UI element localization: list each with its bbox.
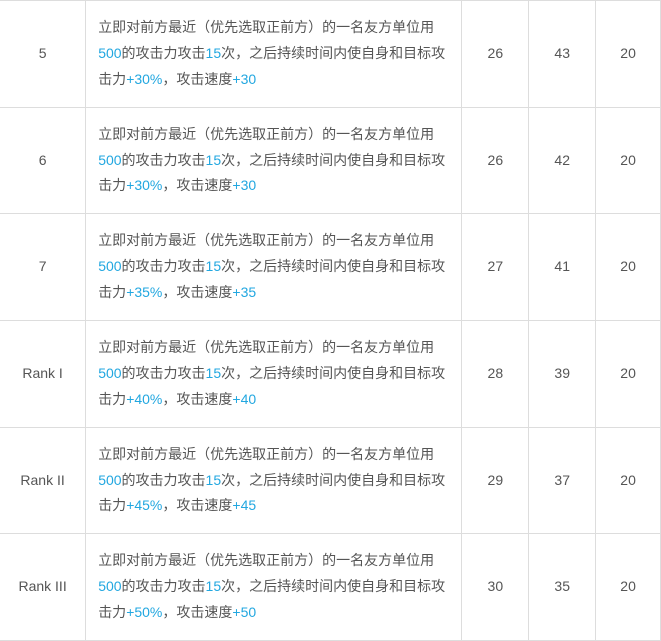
desc-mid3: ，攻击速度 bbox=[162, 604, 232, 620]
desc-mid1: 的攻击力攻击 bbox=[122, 258, 206, 274]
desc-mid1: 的攻击力攻击 bbox=[122, 45, 206, 61]
desc-mid1: 的攻击力攻击 bbox=[122, 365, 206, 381]
table-body: 5立即对前方最近（优先选取正前方）的一名友方单位用500的攻击力攻击15次，之后… bbox=[0, 1, 661, 641]
desc-mid3: ，攻击速度 bbox=[162, 177, 232, 193]
value-cell-2: 43 bbox=[529, 1, 596, 108]
desc-mid1: 的攻击力攻击 bbox=[122, 152, 206, 168]
value-cell-1: 26 bbox=[462, 1, 529, 108]
desc-mid3: ，攻击速度 bbox=[162, 284, 232, 300]
description-cell: 立即对前方最近（优先选取正前方）的一名友方单位用500的攻击力攻击15次，之后持… bbox=[86, 427, 462, 534]
desc-buff-atk: +50% bbox=[126, 604, 162, 620]
desc-buff-atk: +30% bbox=[126, 71, 162, 87]
description-cell: 立即对前方最近（优先选取正前方）的一名友方单位用500的攻击力攻击15次，之后持… bbox=[86, 107, 462, 214]
value-cell-1: 26 bbox=[462, 107, 529, 214]
desc-buff-spd: +45 bbox=[232, 497, 256, 513]
description-cell: 立即对前方最近（优先选取正前方）的一名友方单位用500的攻击力攻击15次，之后持… bbox=[86, 214, 462, 321]
value-cell-3: 20 bbox=[596, 107, 661, 214]
value-cell-3: 20 bbox=[596, 427, 661, 534]
desc-atk-pct: 500 bbox=[98, 365, 121, 381]
desc-prefix: 立即对前方最近（优先选取正前方）的一名友方单位用 bbox=[98, 446, 434, 462]
desc-buff-atk: +30% bbox=[126, 177, 162, 193]
desc-hits: 15 bbox=[206, 365, 222, 381]
desc-atk-pct: 500 bbox=[98, 472, 121, 488]
level-cell: Rank I bbox=[0, 321, 86, 428]
desc-hits: 15 bbox=[206, 258, 222, 274]
value-cell-2: 42 bbox=[529, 107, 596, 214]
table-row: Rank I 立即对前方最近（优先选取正前方）的一名友方单位用 500的攻击力攻击1… bbox=[0, 321, 661, 428]
desc-prefix: 立即对前方最近（优先选取正前方）的一名友方单位用 bbox=[98, 339, 434, 355]
description-cell: 立即对前方最近（优先选取正前方）的一名友方单位用500的攻击力攻击15次，之后持… bbox=[86, 534, 462, 641]
desc-buff-spd: +30 bbox=[232, 71, 256, 87]
desc-atk-pct: 500 bbox=[98, 45, 121, 61]
desc-buff-spd: +40 bbox=[232, 391, 256, 407]
table-row: 7立即对前方最近（优先选取正前方）的一名友方单位用500的攻击力攻击15次，之后… bbox=[0, 214, 661, 321]
desc-buff-atk: +40% bbox=[126, 391, 162, 407]
skill-level-table: 5立即对前方最近（优先选取正前方）的一名友方单位用500的攻击力攻击15次，之后… bbox=[0, 0, 661, 641]
value-cell-3: 20 bbox=[596, 1, 661, 108]
value-cell-2: 41 bbox=[529, 214, 596, 321]
desc-mid1: 的攻击力攻击 bbox=[122, 578, 206, 594]
value-cell-2: 37 bbox=[529, 427, 596, 534]
value-cell-3: 20 bbox=[596, 321, 661, 428]
desc-atk-pct: 500 bbox=[98, 152, 121, 168]
description-cell: 立即对前方最近（优先选取正前方）的一名友方单位用500的攻击力攻击15次，之后持… bbox=[86, 321, 462, 428]
desc-hits: 15 bbox=[206, 152, 222, 168]
desc-mid1: 的攻击力攻击 bbox=[122, 472, 206, 488]
desc-mid3: ，攻击速度 bbox=[162, 71, 232, 87]
desc-buff-spd: +50 bbox=[232, 604, 256, 620]
desc-prefix: 立即对前方最近（优先选取正前方）的一名友方单位用 bbox=[98, 232, 434, 248]
desc-hits: 15 bbox=[206, 472, 222, 488]
desc-buff-spd: +30 bbox=[232, 177, 256, 193]
value-cell-1: 27 bbox=[462, 214, 529, 321]
value-cell-2: 39 bbox=[529, 321, 596, 428]
level-cell: Rank II bbox=[0, 427, 86, 534]
desc-buff-atk: +35% bbox=[126, 284, 162, 300]
desc-atk-pct: 500 bbox=[98, 258, 121, 274]
table-row: Rank II 立即对前方最近（优先选取正前方）的一名友方单位用 500的攻击力攻击… bbox=[0, 427, 661, 534]
desc-hits: 15 bbox=[206, 578, 222, 594]
level-cell: 6 bbox=[0, 107, 86, 214]
description-cell: 立即对前方最近（优先选取正前方）的一名友方单位用500的攻击力攻击15次，之后持… bbox=[86, 1, 462, 108]
level-cell: 5 bbox=[0, 1, 86, 108]
level-cell: 7 bbox=[0, 214, 86, 321]
desc-mid3: ，攻击速度 bbox=[162, 497, 232, 513]
table-row: Rank III 立即对前方最近（优先选取正前方）的一名友方单位用 500的攻击力攻… bbox=[0, 534, 661, 641]
value-cell-2: 35 bbox=[529, 534, 596, 641]
value-cell-1: 28 bbox=[462, 321, 529, 428]
value-cell-3: 20 bbox=[596, 214, 661, 321]
table-row: 6立即对前方最近（优先选取正前方）的一名友方单位用500的攻击力攻击15次，之后… bbox=[0, 107, 661, 214]
desc-buff-spd: +35 bbox=[232, 284, 256, 300]
desc-mid3: ，攻击速度 bbox=[162, 391, 232, 407]
table-row: 5立即对前方最近（优先选取正前方）的一名友方单位用500的攻击力攻击15次，之后… bbox=[0, 1, 661, 108]
value-cell-1: 29 bbox=[462, 427, 529, 534]
desc-prefix: 立即对前方最近（优先选取正前方）的一名友方单位用 bbox=[98, 552, 434, 568]
desc-hits: 15 bbox=[206, 45, 222, 61]
desc-prefix: 立即对前方最近（优先选取正前方）的一名友方单位用 bbox=[98, 126, 434, 142]
desc-prefix: 立即对前方最近（优先选取正前方）的一名友方单位用 bbox=[98, 19, 434, 35]
value-cell-3: 20 bbox=[596, 534, 661, 641]
desc-buff-atk: +45% bbox=[126, 497, 162, 513]
level-cell: Rank III bbox=[0, 534, 86, 641]
desc-atk-pct: 500 bbox=[98, 578, 121, 594]
value-cell-1: 30 bbox=[462, 534, 529, 641]
